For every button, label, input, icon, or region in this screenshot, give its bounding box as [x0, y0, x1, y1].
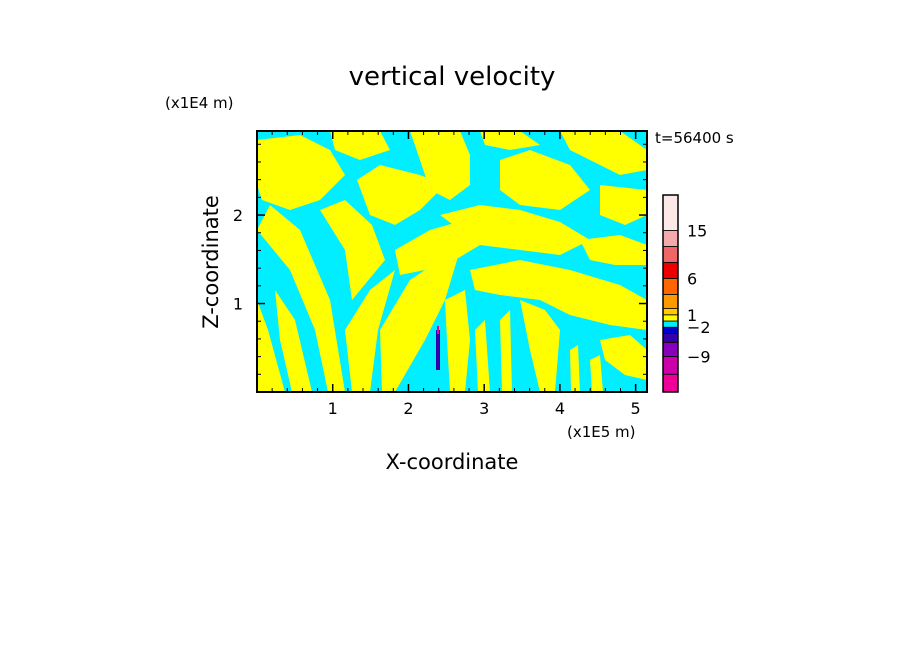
- colorbar-tick-label: −9: [687, 348, 711, 367]
- colorbar-band: [662, 230, 679, 247]
- plot-frame: [256, 130, 648, 393]
- colorbar-band: [662, 308, 679, 316]
- x-tick-label: 4: [555, 399, 565, 418]
- y-axis: 12: [233, 143, 647, 375]
- colorbar-band: [662, 278, 679, 295]
- colorbar-band: [662, 326, 679, 334]
- colorbar-band: [662, 356, 679, 375]
- x-tick-label: 2: [403, 399, 413, 418]
- y-tick-label: 1: [233, 295, 243, 314]
- colorbar-band: [662, 246, 679, 263]
- colorbar-tick-label: 15: [687, 221, 707, 240]
- colorbar-band: [662, 293, 679, 309]
- colorbar-band: [662, 194, 679, 231]
- x-tick-label: 5: [631, 399, 641, 418]
- x-axis: 1 2 3 4 5: [271, 131, 641, 418]
- x-tick-label: 3: [479, 399, 489, 418]
- colorbar-tick-label: 1: [687, 306, 697, 325]
- x-axis-label: X-coordinate: [386, 450, 519, 474]
- colorbar-band: [662, 262, 679, 279]
- central-plume: [436, 326, 440, 370]
- y-tick-label: 2: [233, 206, 243, 225]
- x-tick-label: 1: [328, 399, 338, 418]
- x-unit-label: (x1E5 m): [567, 423, 636, 441]
- colorbar-band: [662, 320, 679, 328]
- time-label: t=56400 s: [655, 129, 734, 147]
- colorbar-tick-label: −2: [687, 318, 711, 337]
- y-axis-label: Z-coordinate: [199, 195, 223, 329]
- contour-field: [257, 131, 647, 392]
- colorbar-band: [662, 341, 679, 357]
- colorbar-frame: [662, 194, 679, 393]
- colorbar: −9 −21 6 15: [662, 194, 711, 393]
- colorbar-band: [662, 314, 679, 322]
- chart-title: vertical velocity: [349, 62, 556, 92]
- y-unit-label: (x1E4 m): [165, 94, 234, 112]
- colorbar-tick-label: 6: [687, 269, 697, 288]
- colorbar-band: [662, 373, 679, 393]
- colorbar-band: [662, 333, 679, 343]
